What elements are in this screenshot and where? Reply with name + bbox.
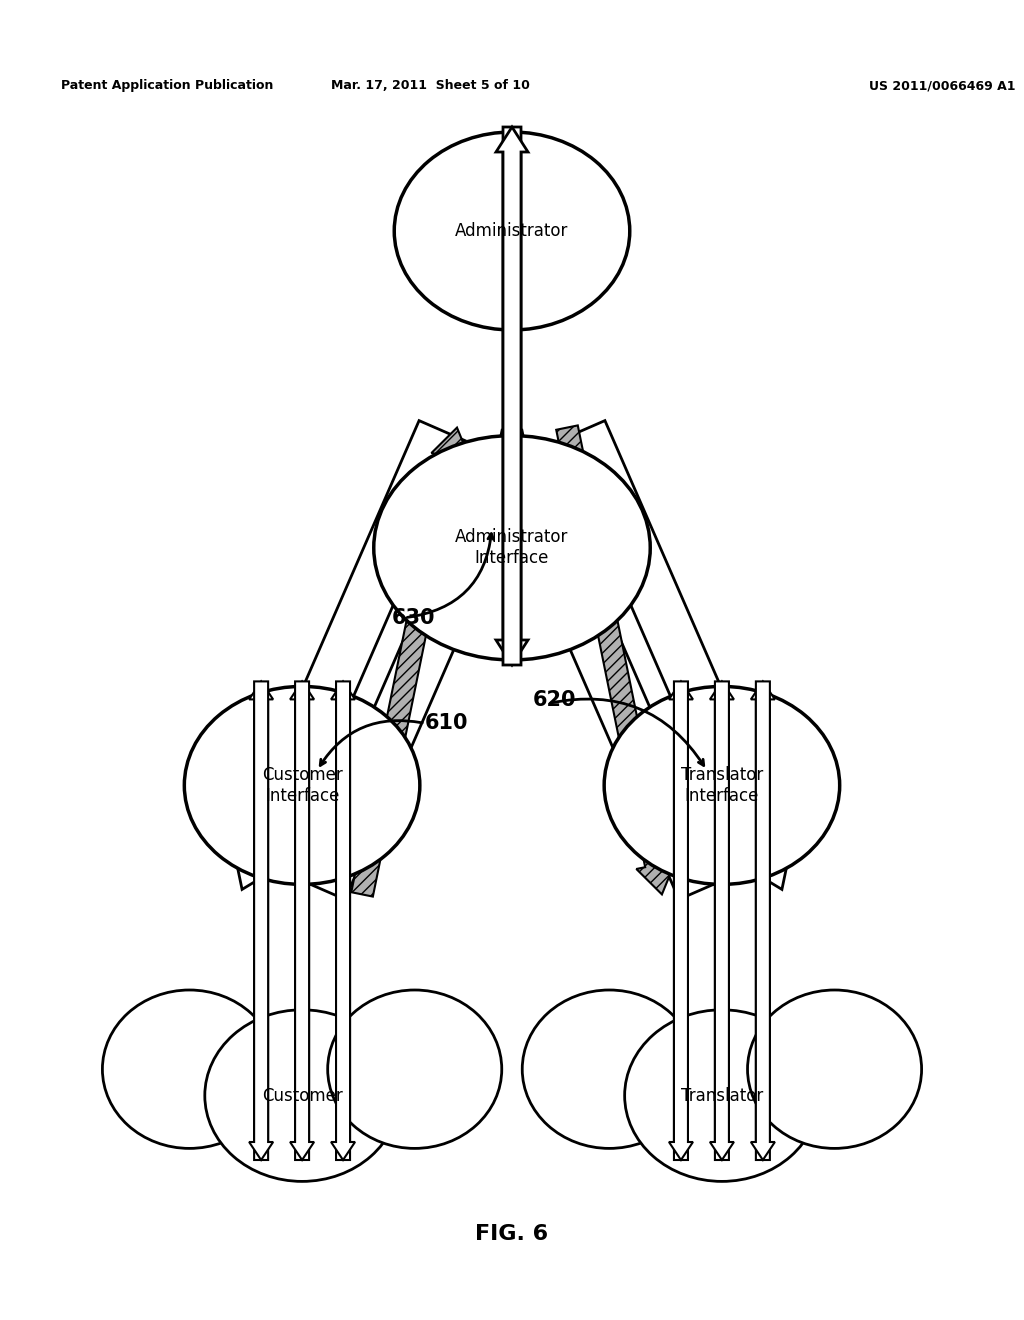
Polygon shape [290,681,314,1160]
Polygon shape [290,681,314,1160]
Ellipse shape [394,132,630,330]
Polygon shape [331,681,355,1160]
Polygon shape [710,681,734,1160]
Ellipse shape [328,990,502,1148]
Text: 610: 610 [425,713,468,734]
Polygon shape [559,421,797,890]
Polygon shape [669,681,693,1160]
Text: FIG. 6: FIG. 6 [475,1224,549,1245]
Text: 630: 630 [392,607,435,628]
Polygon shape [249,681,273,1160]
Text: Administrator
Interface: Administrator Interface [456,528,568,568]
Polygon shape [751,681,775,1160]
Text: Customer: Customer [262,1086,342,1105]
Polygon shape [351,428,471,896]
Text: Administrator: Administrator [456,222,568,240]
Ellipse shape [604,686,840,884]
Text: US 2011/0066469 A1: US 2011/0066469 A1 [868,79,1016,92]
Ellipse shape [184,686,420,884]
Polygon shape [556,425,676,895]
Polygon shape [331,681,355,1160]
Text: Translator: Translator [681,1086,763,1105]
Ellipse shape [748,990,922,1148]
Text: Translator
Interface: Translator Interface [681,766,763,805]
Text: Mar. 17, 2011  Sheet 5 of 10: Mar. 17, 2011 Sheet 5 of 10 [331,79,529,92]
Polygon shape [496,127,528,665]
Ellipse shape [522,990,696,1148]
Polygon shape [299,430,537,899]
Ellipse shape [374,436,650,660]
Ellipse shape [625,1010,819,1181]
Polygon shape [751,681,775,1160]
Ellipse shape [205,1010,399,1181]
Ellipse shape [102,990,276,1148]
Polygon shape [249,681,273,1160]
Polygon shape [669,681,693,1160]
Polygon shape [487,430,725,899]
Text: 620: 620 [532,689,575,710]
Text: Customer
Interface: Customer Interface [262,766,342,805]
Polygon shape [227,421,465,890]
Polygon shape [710,681,734,1160]
Polygon shape [496,127,528,665]
Text: Patent Application Publication: Patent Application Publication [61,79,273,92]
